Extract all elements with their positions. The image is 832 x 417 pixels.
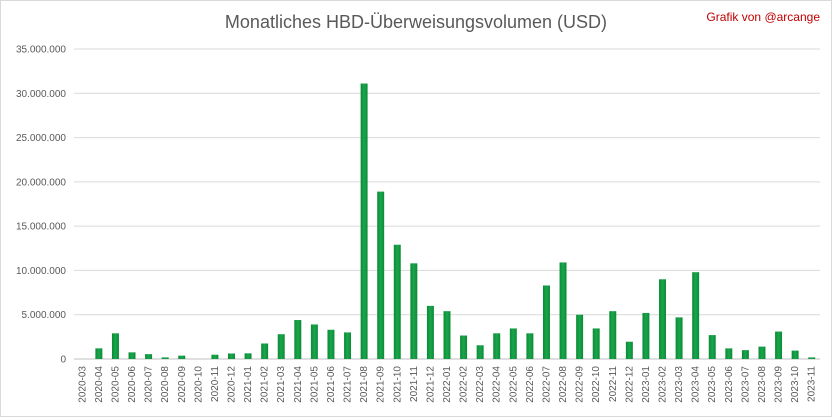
bar-2021-05 bbox=[310, 324, 318, 359]
bar-2023-08 bbox=[758, 346, 766, 359]
bar-2021-06 bbox=[327, 329, 335, 359]
x-tick-label: 2022-05 bbox=[508, 366, 519, 403]
bar-2021-01 bbox=[244, 353, 252, 359]
x-tick-label: 2023-04 bbox=[691, 366, 702, 403]
x-tick-label: 2021-09 bbox=[376, 366, 387, 403]
x-tick-label: 2020-07 bbox=[144, 366, 155, 403]
x-tick-label: 2021-10 bbox=[392, 366, 403, 403]
x-tick-label: 2021-12 bbox=[425, 366, 436, 403]
x-tick-label: 2023-07 bbox=[740, 366, 751, 403]
x-tick-label: 2023-01 bbox=[641, 366, 652, 403]
bar-2021-03 bbox=[277, 334, 285, 359]
bar-2021-08 bbox=[360, 83, 368, 360]
x-tick-label: 2022-11 bbox=[608, 366, 619, 402]
x-tick-label: 2023-09 bbox=[774, 366, 785, 403]
bar-2021-10 bbox=[393, 244, 401, 359]
x-tick-label: 2020-11 bbox=[210, 366, 221, 402]
bar-2021-09 bbox=[377, 191, 385, 359]
y-tick-label: 0 bbox=[60, 355, 66, 366]
bar-2021-11 bbox=[410, 263, 418, 359]
bar-2023-09 bbox=[775, 331, 783, 359]
bar-2020-08 bbox=[161, 357, 169, 359]
bar-2020-12 bbox=[228, 353, 235, 359]
x-tick-label: 2022-08 bbox=[558, 366, 569, 403]
x-tick-label: 2020-08 bbox=[160, 366, 171, 403]
y-tick-label: 25.000.000 bbox=[16, 133, 66, 144]
x-tick-label: 2023-06 bbox=[724, 366, 735, 403]
bar-2022-01 bbox=[443, 311, 451, 359]
bar-2023-01 bbox=[642, 312, 650, 359]
x-tick-label: 2020-10 bbox=[193, 366, 204, 403]
y-tick-label: 30.000.000 bbox=[16, 89, 66, 100]
x-tick-label: 2023-11 bbox=[807, 366, 818, 402]
bar-2020-07 bbox=[145, 354, 153, 359]
x-tick-label: 2022-09 bbox=[575, 366, 586, 403]
x-tick-label: 2023-08 bbox=[757, 366, 768, 403]
bar-2022-06 bbox=[526, 333, 534, 359]
bar-2022-10 bbox=[592, 328, 600, 359]
x-tick-label: 2020-04 bbox=[94, 366, 105, 403]
bar-2022-09 bbox=[576, 314, 584, 359]
chart-credit: Grafik von @arcange bbox=[706, 10, 820, 24]
bar-2022-04 bbox=[493, 333, 501, 359]
y-tick-label: 5.000.000 bbox=[22, 310, 67, 321]
x-tick-label: 2020-06 bbox=[127, 366, 138, 403]
x-tick-label: 2022-06 bbox=[525, 366, 536, 403]
bar-2023-10 bbox=[791, 350, 799, 359]
x-tick-label: 2021-04 bbox=[293, 366, 304, 403]
x-tick-label: 2021-07 bbox=[343, 366, 354, 403]
x-tick-label: 2022-02 bbox=[459, 366, 470, 403]
bar-2022-11 bbox=[609, 311, 617, 359]
bar-2020-04 bbox=[95, 348, 103, 359]
x-tick-label: 2021-11 bbox=[409, 366, 420, 402]
bar-2023-03 bbox=[675, 317, 683, 359]
x-tick-label: 2022-07 bbox=[541, 366, 552, 403]
bar-2021-07 bbox=[344, 332, 352, 359]
bar-2023-02 bbox=[659, 279, 666, 359]
bar-2023-06 bbox=[725, 348, 733, 359]
x-tick-label: 2021-08 bbox=[359, 366, 370, 403]
x-tick-label: 2021-06 bbox=[326, 366, 337, 403]
x-tick-label: 2021-01 bbox=[243, 366, 254, 403]
x-tick-label: 2020-03 bbox=[77, 366, 88, 403]
x-tick-label: 2020-09 bbox=[177, 366, 188, 403]
x-tick-label: 2023-02 bbox=[658, 366, 669, 403]
x-tick-label: 2022-12 bbox=[624, 366, 635, 403]
bar-2020-06 bbox=[128, 352, 136, 359]
bar-2021-04 bbox=[294, 320, 302, 359]
bar-2021-02 bbox=[261, 343, 269, 359]
bar-2022-07 bbox=[542, 285, 550, 359]
x-tick-label: 2023-10 bbox=[790, 366, 801, 403]
x-tick-label: 2020-05 bbox=[110, 366, 121, 403]
x-tick-label: 2021-05 bbox=[309, 366, 320, 403]
bar-2023-11 bbox=[808, 357, 816, 359]
x-tick-label: 2023-03 bbox=[674, 366, 685, 403]
x-tick-label: 2022-03 bbox=[475, 366, 486, 403]
x-tick-label: 2021-03 bbox=[276, 366, 287, 403]
bar-2023-07 bbox=[741, 350, 749, 359]
y-tick-label: 35.000.000 bbox=[16, 45, 66, 56]
bar-2023-05 bbox=[708, 335, 716, 359]
x-tick-label: 2022-01 bbox=[442, 366, 453, 403]
bar-2020-09 bbox=[178, 355, 186, 359]
chart-title: Monatliches HBD-Überweisungsvolumen (USD… bbox=[224, 12, 608, 32]
bar-2020-11 bbox=[211, 354, 219, 359]
bar-2023-04 bbox=[692, 272, 700, 359]
x-tick-label: 2021-02 bbox=[260, 366, 271, 403]
bar-2022-12 bbox=[625, 341, 633, 359]
bar-2022-08 bbox=[559, 262, 567, 359]
bar-2021-12 bbox=[426, 305, 434, 359]
bar-2020-05 bbox=[111, 333, 119, 359]
x-tick-label: 2020-12 bbox=[226, 366, 237, 403]
x-tick-label: 2022-04 bbox=[492, 366, 503, 403]
x-tick-label: 2022-10 bbox=[591, 366, 602, 403]
y-tick-label: 10.000.000 bbox=[16, 266, 66, 277]
x-tick-label: 2023-05 bbox=[707, 366, 718, 403]
bar-2022-02 bbox=[460, 335, 468, 359]
bar-2022-05 bbox=[509, 328, 517, 359]
y-tick-label: 20.000.000 bbox=[16, 177, 66, 188]
bar-2022-03 bbox=[476, 345, 484, 359]
y-tick-label: 15.000.000 bbox=[16, 222, 66, 233]
